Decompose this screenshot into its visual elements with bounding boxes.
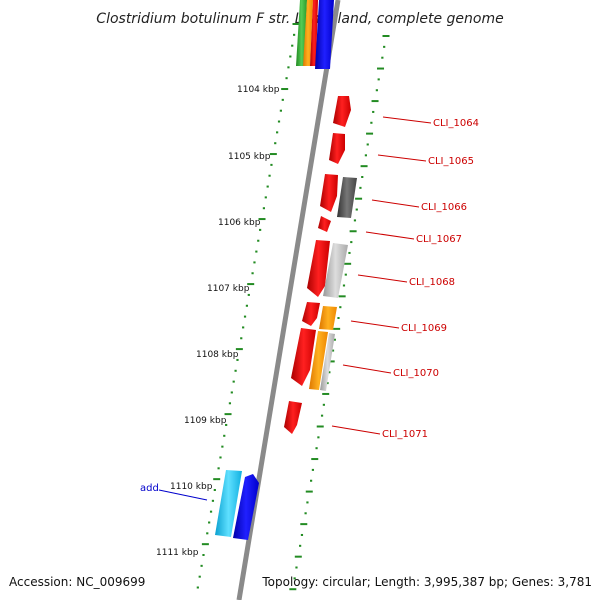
leader-cli-1071 bbox=[331, 425, 381, 435]
leader-cli-1070 bbox=[342, 364, 392, 374]
leader-add bbox=[158, 489, 208, 501]
gene-feature-cli-1069-orange[interactable] bbox=[319, 306, 337, 330]
gene-label-cli-1068[interactable]: CLI_1068 bbox=[409, 277, 455, 288]
gene-label-cli-1067[interactable]: CLI_1067 bbox=[416, 234, 462, 245]
gene-feature-cli-1071[interactable] bbox=[284, 401, 302, 434]
gene-feature-cli-1070[interactable] bbox=[291, 328, 316, 386]
scale-label-1108: 1108 kbp bbox=[196, 350, 239, 360]
gene-features bbox=[215, 96, 357, 540]
gene-feature-cli-1065[interactable] bbox=[329, 133, 345, 164]
inner-tick-track bbox=[289, 35, 390, 591]
gene-label-cli-1070[interactable]: CLI_1070 bbox=[393, 368, 439, 379]
gene-label-cli-1066[interactable]: CLI_1066 bbox=[421, 202, 467, 213]
gene-feature-cli-1070-gray[interactable] bbox=[320, 333, 335, 391]
gene-feature-blue-top[interactable] bbox=[315, 0, 334, 69]
leader-cli-1066 bbox=[371, 199, 420, 208]
gene-features-top bbox=[296, 0, 334, 69]
scale-label-1106: 1106 kbp bbox=[218, 218, 261, 228]
gene-feature-red-top[interactable] bbox=[310, 0, 318, 66]
gene-feature-add-blue[interactable] bbox=[233, 474, 259, 540]
gene-label-leaders bbox=[158, 116, 432, 501]
gene-feature-cli-1068-gray[interactable] bbox=[323, 243, 348, 298]
gene-label-cli-1065[interactable]: CLI_1065 bbox=[428, 156, 474, 167]
gene-feature-cli-1068[interactable] bbox=[307, 240, 330, 297]
gene-feature-orange[interactable] bbox=[303, 0, 313, 66]
scale-label-1111: 1111 kbp bbox=[156, 548, 199, 558]
scale-label-1105: 1105 kbp bbox=[228, 152, 271, 162]
leader-cli-1064 bbox=[382, 116, 432, 124]
leader-cli-1068 bbox=[357, 274, 408, 283]
gene-label-cli-1064[interactable]: CLI_1064 bbox=[433, 118, 479, 129]
leader-cli-1067 bbox=[365, 231, 415, 240]
gene-feature-cli-1069[interactable] bbox=[302, 302, 320, 326]
gene-labels: CLI_1064 CLI_1065 CLI_1066 CLI_1067 CLI_… bbox=[140, 118, 479, 494]
leader-cli-1069 bbox=[350, 320, 400, 329]
gene-feature-cli-1066[interactable] bbox=[320, 174, 338, 212]
gene-feature-cli-1067[interactable] bbox=[318, 216, 331, 232]
leader-cli-1065 bbox=[377, 154, 427, 162]
topology-text: Topology: circular; Length: 3,995,387 bp… bbox=[261, 575, 592, 589]
scale-label-1110: 1110 kbp bbox=[170, 482, 213, 492]
scale-labels: 1104 kbp 1105 kbp 1106 kbp 1107 kbp 1108… bbox=[156, 85, 280, 558]
scale-label-1107: 1107 kbp bbox=[207, 284, 250, 294]
gene-feature-add[interactable] bbox=[215, 470, 242, 537]
scale-tick-track bbox=[196, 23, 300, 589]
accession-text: Accession: NC_009699 bbox=[9, 575, 145, 589]
scale-label-1109: 1109 kbp bbox=[184, 416, 227, 426]
gene-feature-cli-1064[interactable] bbox=[333, 96, 351, 127]
gene-label-add[interactable]: add bbox=[140, 483, 159, 494]
gene-label-cli-1069[interactable]: CLI_1069 bbox=[401, 323, 447, 334]
scale-label-1104: 1104 kbp bbox=[237, 85, 280, 95]
gene-feature-cli-1066-gray[interactable] bbox=[337, 177, 357, 218]
gene-feature-cli-1070-orange[interactable] bbox=[309, 331, 328, 390]
gene-label-cli-1071[interactable]: CLI_1071 bbox=[382, 429, 428, 440]
